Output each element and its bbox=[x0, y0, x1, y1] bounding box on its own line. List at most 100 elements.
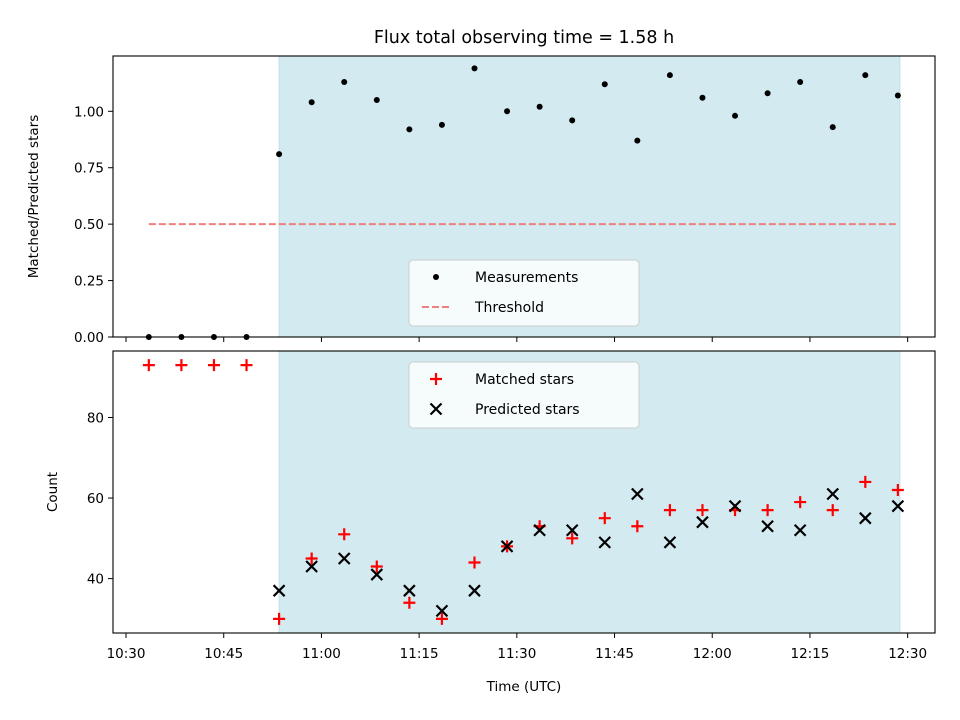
data-point bbox=[500, 540, 514, 553]
data-point bbox=[272, 584, 286, 597]
top-panel: 0.00 0.25 0.50 0.75 1.00 Matched/Predicted st… bbox=[26, 55, 936, 346]
data-point bbox=[829, 124, 836, 131]
data-point bbox=[175, 359, 188, 372]
y-tick-label: 0.25 bbox=[74, 274, 104, 290]
data-point bbox=[370, 560, 383, 573]
data-point bbox=[826, 487, 840, 501]
y-tick-label: 0.50 bbox=[74, 217, 104, 233]
data-point bbox=[337, 552, 351, 565]
data-point bbox=[696, 515, 709, 529]
x-tick-label: 12:15 bbox=[790, 646, 829, 662]
data-point bbox=[273, 612, 286, 625]
legend-box bbox=[408, 361, 640, 429]
data-point bbox=[663, 504, 676, 517]
series-predicted-stars bbox=[272, 487, 905, 618]
series-measurements bbox=[145, 65, 901, 340]
x-tick-label: 12:30 bbox=[888, 646, 927, 662]
data-point bbox=[631, 520, 644, 533]
legend: Matched stars Predicted stars bbox=[408, 361, 640, 429]
y-tick-label: 1.00 bbox=[74, 104, 104, 120]
data-point bbox=[566, 532, 579, 545]
legend-marker bbox=[433, 274, 439, 280]
bottom-panel: 40 60 80 10:30 10:45 11:00 11:15 11:30 11:45 12:0… bbox=[45, 350, 936, 662]
data-point bbox=[859, 475, 872, 488]
data-point bbox=[634, 137, 641, 144]
data-point bbox=[598, 512, 611, 525]
y-tick-label: 80 bbox=[87, 410, 104, 426]
data-point bbox=[891, 483, 904, 496]
legend-label: Predicted stars bbox=[475, 402, 580, 418]
data-point bbox=[305, 552, 318, 565]
data-point bbox=[338, 528, 351, 541]
chart-title: Flux total observing time = 1.58 h bbox=[374, 28, 674, 48]
data-point bbox=[406, 126, 413, 133]
data-point bbox=[663, 536, 677, 549]
y-tick-label: 0.75 bbox=[74, 161, 104, 177]
data-point bbox=[761, 519, 774, 533]
y-axis-label: Matched/Predicted stars bbox=[26, 115, 42, 278]
data-point bbox=[894, 92, 901, 99]
x-tick-label: 12:00 bbox=[693, 646, 732, 662]
data-point bbox=[728, 499, 742, 513]
data-point bbox=[536, 103, 543, 110]
y-tick-label: 60 bbox=[87, 491, 104, 507]
legend-box bbox=[408, 259, 640, 327]
x-tick-label: 10:45 bbox=[204, 646, 243, 662]
legend: Measurements Threshold bbox=[408, 259, 640, 327]
data-point bbox=[666, 72, 673, 79]
data-point bbox=[764, 90, 771, 97]
legend-label: Threshold bbox=[474, 300, 544, 316]
data-point bbox=[308, 99, 315, 106]
x-axis-label: Time (UTC) bbox=[486, 679, 562, 695]
data-point bbox=[732, 112, 739, 119]
data-point bbox=[403, 584, 416, 597]
data-point bbox=[793, 523, 807, 537]
x-tick-label: 11:30 bbox=[497, 646, 536, 662]
legend-label: Matched stars bbox=[475, 372, 574, 388]
x-tick-label: 11:45 bbox=[595, 646, 634, 662]
data-point bbox=[341, 78, 348, 85]
data-point bbox=[569, 117, 576, 124]
data-point bbox=[565, 523, 579, 537]
data-point bbox=[468, 584, 481, 597]
data-point bbox=[862, 72, 869, 79]
data-point bbox=[859, 511, 872, 525]
data-point bbox=[891, 499, 905, 513]
data-point bbox=[438, 121, 445, 128]
data-point bbox=[435, 612, 448, 625]
data-point bbox=[504, 108, 511, 115]
y-axis-label: Count bbox=[45, 472, 61, 512]
data-point bbox=[471, 65, 478, 72]
data-point bbox=[142, 359, 155, 372]
data-point bbox=[794, 496, 807, 509]
data-point bbox=[305, 560, 318, 573]
data-point bbox=[761, 504, 774, 517]
data-point bbox=[370, 568, 384, 581]
series-matched-stars bbox=[142, 359, 904, 625]
data-point bbox=[598, 536, 612, 549]
data-point bbox=[207, 359, 220, 372]
data-point bbox=[533, 523, 546, 537]
data-point bbox=[699, 94, 706, 101]
axes-frame bbox=[112, 55, 936, 338]
data-point bbox=[373, 97, 380, 104]
data-point bbox=[797, 78, 804, 85]
data-point bbox=[826, 504, 839, 517]
data-point bbox=[403, 596, 416, 609]
y-tick-label: 40 bbox=[87, 572, 104, 588]
y-tick-label: 0.00 bbox=[74, 330, 104, 346]
x-tick-label: 11:15 bbox=[400, 646, 439, 662]
legend-marker bbox=[429, 402, 443, 416]
data-point bbox=[468, 556, 481, 569]
axes-frame bbox=[112, 350, 936, 634]
data-point bbox=[435, 604, 449, 618]
x-tick-label: 11:00 bbox=[302, 646, 341, 662]
data-point bbox=[631, 487, 644, 501]
legend-label: Measurements bbox=[475, 270, 578, 286]
data-point bbox=[601, 81, 608, 88]
data-point bbox=[240, 359, 253, 372]
x-tick-label: 10:30 bbox=[107, 646, 146, 662]
legend-marker bbox=[430, 373, 442, 385]
data-point bbox=[696, 504, 709, 517]
